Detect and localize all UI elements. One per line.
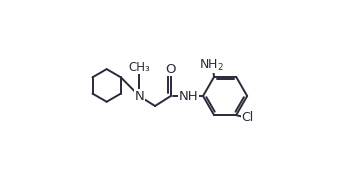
Text: NH: NH [179, 89, 198, 103]
Text: N: N [134, 89, 144, 103]
Text: NH$_2$: NH$_2$ [199, 57, 224, 73]
Text: O: O [166, 63, 176, 76]
Text: CH₃: CH₃ [129, 61, 150, 74]
Text: Cl: Cl [241, 111, 253, 124]
